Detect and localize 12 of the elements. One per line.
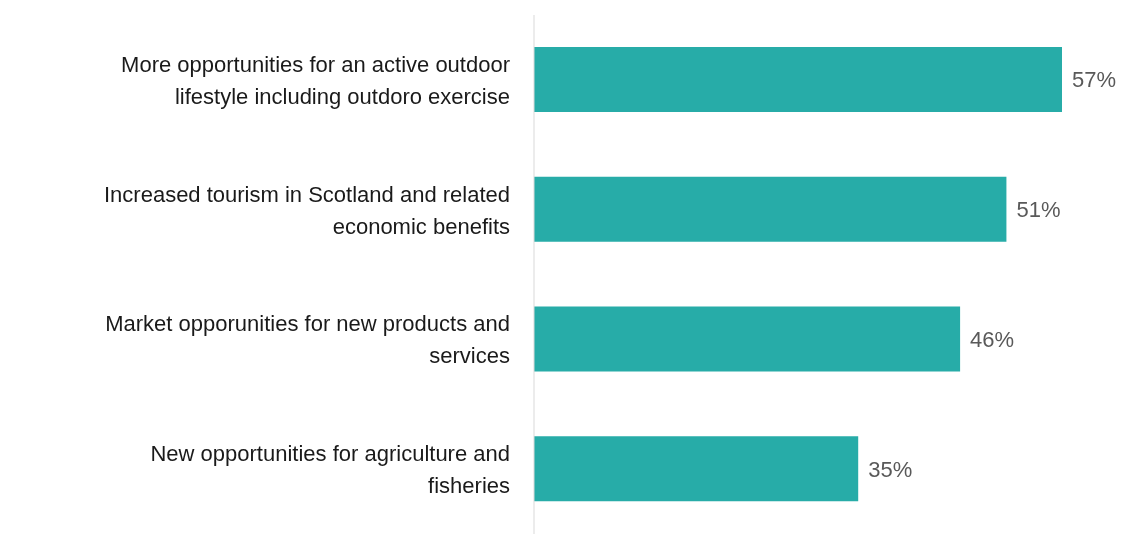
y-tick-label: Market opporunities for new products and services [105,310,510,368]
y-tick-label: More opportunities for an active outdoor lifestyle including outdoro exercise [121,51,510,109]
data-label: 51% [1016,197,1061,223]
data-label: 46% [970,326,1015,352]
y-tick-label: New opportunities for agriculture and fisheries [150,440,510,498]
bar [534,306,961,372]
data-label: 57% [1072,67,1117,93]
bar [534,436,859,502]
data-label: 35% [868,456,913,482]
y-tick-label: Increased tourism in Scotland and related economic benefits [103,181,510,239]
bar [534,176,1007,242]
bar [534,47,1062,112]
